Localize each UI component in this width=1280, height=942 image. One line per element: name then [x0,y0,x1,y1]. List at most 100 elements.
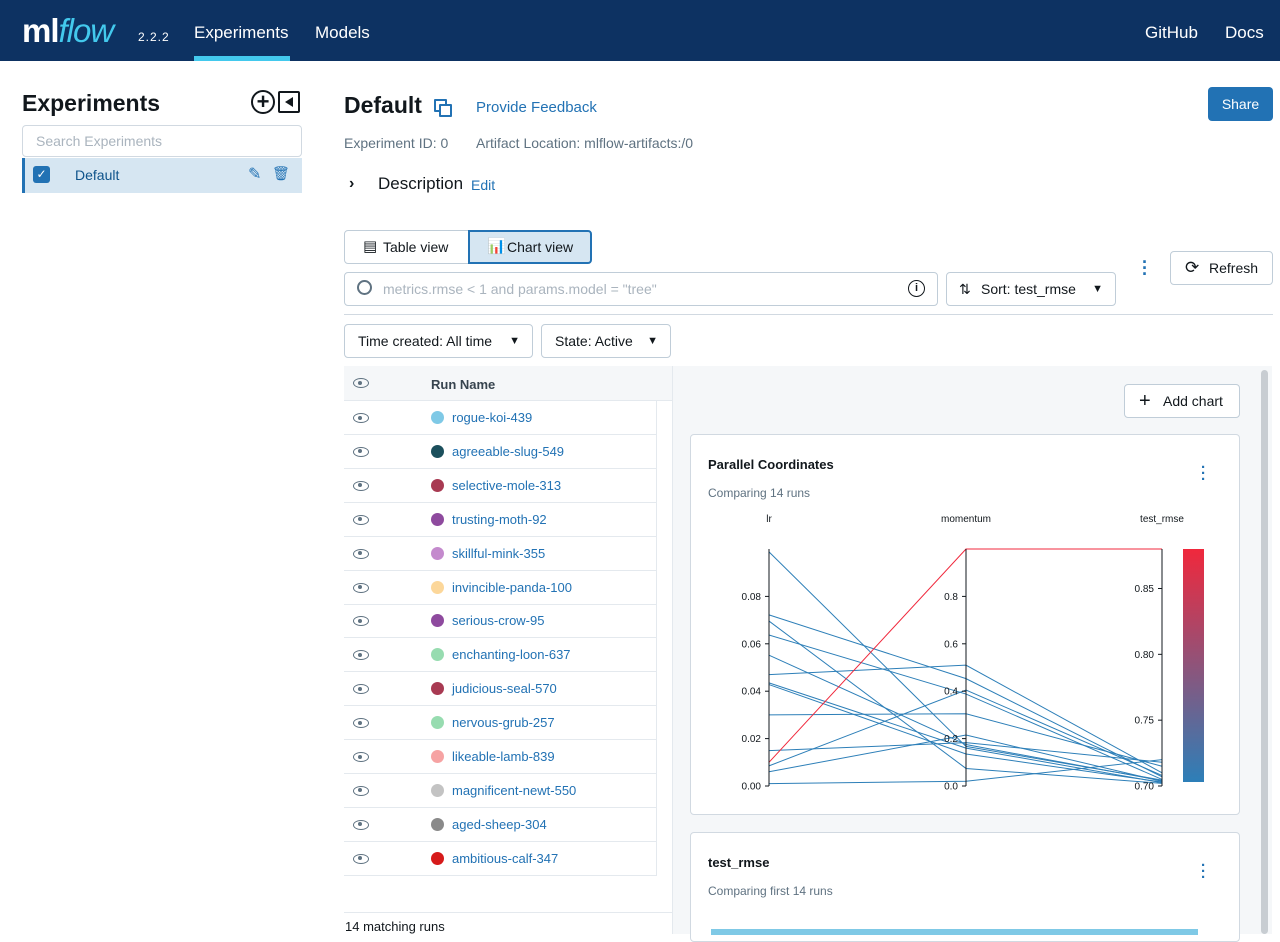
run-color-dot [431,512,444,526]
description-toggle[interactable]: Description [378,174,464,193]
run-row[interactable]: nervous-grub-257 [344,706,657,741]
charts-scrollbar[interactable] [1261,370,1268,934]
share-button[interactable]: Share [1208,87,1273,121]
parallel-coordinates-chart[interactable]: lr 0.00 0.02 0.04 0.06 0.08 momentum 0.0 0.2 0.4 0… [691,435,1241,816]
run-name-link[interactable]: selective-mole-313 [452,477,562,493]
artifact-location-text: Artifact Location: mlflow-artifacts:/0 [476,135,694,151]
chart-card-title: test_rmse [708,855,770,870]
run-row[interactable]: judicious-seal-570 [344,672,657,707]
chart-card-subtitle: Comparing first 14 runs [708,884,833,898]
mlflow-logo[interactable]: mlflow [22,12,115,50]
edit-pencil-icon[interactable]: ✎ [248,166,262,183]
eye-icon[interactable] [353,413,369,423]
provide-feedback-link[interactable]: Provide Feedback [476,99,597,116]
pc-tick-label: 0.4 [944,687,958,698]
run-row[interactable]: serious-crow-95 [344,604,657,639]
pc-tick-label: 0.02 [742,734,762,745]
matching-runs-count: 14 matching runs [345,919,445,934]
nav-models[interactable]: Models [315,23,370,42]
run-row[interactable]: invincible-panda-100 [344,571,657,605]
eye-icon[interactable] [353,582,369,593]
run-name-link[interactable]: agreeable-slug-549 [452,443,565,459]
checkbox-checked-icon[interactable]: ✓ [33,166,50,183]
run-name-column-header[interactable]: Run Name [431,377,496,392]
eye-icon[interactable] [353,480,369,491]
pc-tick-label: 0.06 [742,639,762,650]
run-name-link[interactable]: invincible-panda-100 [452,579,572,595]
more-options-icon[interactable]: · · · [1142,252,1148,284]
run-name-link[interactable]: serious-crow-95 [452,613,545,629]
run-name-link[interactable]: rogue-koi-439 [452,410,533,425]
run-name-link[interactable]: ambitious-calf-347 [452,850,559,866]
chart-view-button[interactable]: 📊 Chart view [468,230,592,264]
add-experiment-icon[interactable]: + [251,90,275,114]
run-row[interactable]: selective-mole-313 [344,469,657,503]
run-name-link[interactable]: likeable-lamb-839 [452,749,555,764]
run-row[interactable]: magnificent-newt-550 [344,774,657,808]
run-row[interactable]: likeable-lamb-839 [344,740,657,774]
logo-flow-text: flow [58,12,115,49]
run-name-link[interactable]: skillful-mink-355 [452,545,546,561]
toolbar-divider [344,314,1273,315]
plus-icon: + [1139,390,1151,412]
run-color-dot [431,546,444,560]
chevron-right-icon[interactable]: › [349,175,355,192]
run-row[interactable]: aged-sheep-304 [344,808,657,842]
card-menu-icon[interactable]: · · · [1201,857,1206,886]
sort-dropdown[interactable]: ⇅ Sort: test_rmse ▼ [946,272,1116,306]
table-view-button[interactable]: ▤ Table view [344,230,470,264]
eye-icon[interactable] [353,718,369,729]
state-filter-label: State: Active [555,333,633,349]
eye-icon[interactable] [353,819,369,830]
pc-tick-label: 0.80 [1135,650,1155,661]
sidebar-title: Experiments [22,90,161,116]
pc-axis-label: momentum [941,514,991,525]
eye-icon[interactable] [353,684,369,695]
run-name-link[interactable]: trusting-moth-92 [452,511,547,527]
eye-icon[interactable] [353,548,369,559]
bar-chart-icon: 📊 [487,238,506,255]
description-edit-link[interactable]: Edit [471,177,496,193]
eye-icon[interactable] [353,378,369,388]
run-row[interactable]: enchanting-loon-637 [344,638,657,673]
run-search-input[interactable]: metrics.rmse < 1 and params.model = "tre… [344,272,938,306]
time-created-filter[interactable]: Time created: All time ▼ [344,324,533,358]
run-row[interactable]: rogue-koi-439 [344,401,657,435]
run-name-link[interactable]: aged-sheep-304 [452,816,547,832]
state-filter[interactable]: State: Active ▼ [541,324,671,358]
run-row[interactable]: trusting-moth-92 [344,503,657,537]
chevron-down-icon: ▼ [1092,283,1103,295]
run-row[interactable]: ambitious-calf-347 [344,842,657,876]
eye-icon[interactable] [353,446,369,457]
pc-tick-label: 0.08 [742,592,762,603]
runs-table-header: Run Name [344,366,672,401]
nav-docs[interactable]: Docs [1225,23,1264,42]
add-chart-button[interactable]: + Add chart [1124,384,1240,418]
sort-icon: ⇅ [959,281,971,297]
run-name-link[interactable]: magnificent-newt-550 [452,782,577,798]
collapse-sidebar-icon[interactable] [278,91,300,113]
nav-experiments[interactable]: Experiments [194,23,289,42]
pc-tick-label: 0.75 [1135,716,1155,727]
eye-icon[interactable] [353,752,369,762]
chevron-down-icon: ▼ [647,335,658,347]
card-menu-icon[interactable]: · · · [1201,459,1206,488]
run-name-link[interactable]: enchanting-loon-637 [452,647,571,663]
eye-icon[interactable] [353,616,369,627]
info-icon[interactable]: i [908,280,925,297]
run-name-link[interactable]: nervous-grub-257 [452,715,555,731]
nav-github[interactable]: GitHub [1145,23,1198,42]
run-name-link[interactable]: judicious-seal-570 [452,681,557,697]
trash-icon[interactable]: 🗑 [272,165,290,181]
run-row[interactable]: skillful-mink-355 [344,537,657,571]
eye-icon[interactable] [353,785,369,796]
run-color-dot [431,750,444,763]
eye-icon[interactable] [353,650,369,661]
copy-icon[interactable] [434,99,452,117]
refresh-button[interactable]: ⟳ Refresh [1170,251,1273,285]
sidebar-item-default[interactable]: ✓ Default ✎ 🗑 [22,158,302,193]
eye-icon[interactable] [353,853,369,864]
run-row[interactable]: agreeable-slug-549 [344,435,657,469]
eye-icon[interactable] [353,514,369,525]
experiment-search-input[interactable]: Search Experiments [22,125,302,157]
